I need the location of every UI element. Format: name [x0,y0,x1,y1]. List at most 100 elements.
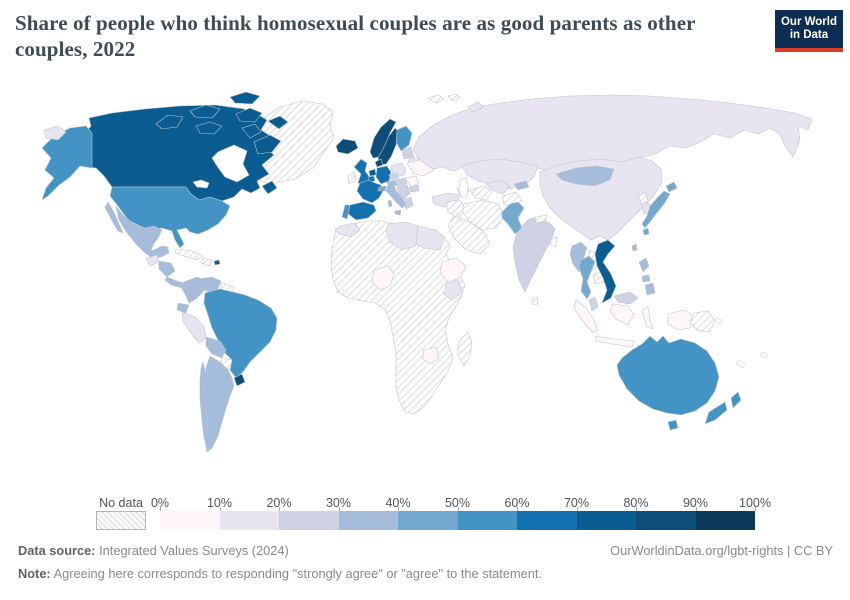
country-nepal[interactable] [534,214,548,224]
country-australia-tasmania[interactable] [667,419,679,431]
country-usa[interactable] [109,186,231,249]
country-guatemala[interactable] [145,254,160,267]
country-kenya[interactable] [443,279,463,301]
country-japan-hokkaido[interactable] [665,181,678,193]
country-russia-chukotka[interactable] [43,125,67,141]
country-mongolia[interactable] [555,165,615,187]
country-indonesia-papua[interactable] [667,309,695,331]
country-ecuador[interactable] [176,302,190,314]
country-bangladesh[interactable] [549,236,558,248]
country-svalbard-east[interactable] [447,93,461,102]
country-czechia[interactable] [388,172,400,181]
country-italy-sicily[interactable] [394,209,402,216]
country-canada-island[interactable] [189,104,221,119]
country-brazil[interactable] [203,288,278,379]
country-cuba[interactable] [174,248,203,261]
country-nigeria[interactable] [371,265,395,291]
country-japan[interactable] [641,190,671,229]
country-pakistan[interactable] [501,201,525,235]
country-netherlands[interactable] [368,168,377,177]
credit-link[interactable]: OurWorldinData.org/lgbt-rights | CC BY [610,543,833,558]
country-iran[interactable] [461,199,505,231]
country-spain[interactable] [346,201,377,221]
country-denmark[interactable] [374,158,384,168]
country-iraq-syria[interactable] [445,199,467,219]
legend-segment-0[interactable] [160,511,220,530]
country-canada-island[interactable] [229,91,261,105]
country-canada-island[interactable] [155,114,184,130]
country-indonesia-sumatra[interactable] [573,299,599,333]
country-turkmenistan[interactable] [469,185,493,201]
country-nicaragua[interactable] [158,260,176,278]
country-italy-sardinia[interactable] [387,199,393,208]
country-canada-newfoundland[interactable] [261,180,278,195]
country-canada-island[interactable] [241,123,262,139]
country-hungary[interactable] [394,177,408,187]
country-indonesia-java[interactable] [594,335,635,348]
country-philippines-mindanao[interactable] [644,282,656,296]
country-saudi-arabia[interactable] [447,215,491,255]
country-canada-island[interactable] [267,115,289,130]
country-new-zealand-north[interactable] [730,391,742,409]
legend-segment-3[interactable] [338,511,398,530]
country-uruguay[interactable] [233,373,246,387]
country-malaysia[interactable] [588,296,599,312]
country-egypt[interactable] [415,225,445,251]
legend-segment-4[interactable] [398,511,458,530]
country-canada-island[interactable] [235,107,263,123]
country-canada-island[interactable] [253,134,282,155]
country-morocco[interactable] [334,222,361,238]
country-australia[interactable] [616,335,720,416]
country-philippines-luzon[interactable] [638,257,650,273]
legend-segment-9[interactable] [695,511,755,530]
country-bulgaria[interactable] [408,184,420,193]
country-kazakhstan[interactable] [461,158,539,190]
country-indonesia-sulawesi[interactable] [641,306,654,330]
country-hispaniola[interactable] [200,257,213,267]
country-kyrgyzstan[interactable] [513,180,530,191]
country-norway[interactable] [369,118,397,159]
country-italy[interactable] [385,184,407,209]
country-africa-base[interactable] [330,220,466,415]
country-taiwan[interactable] [631,243,638,252]
country-mexico-baja[interactable] [104,201,124,234]
country-iceland[interactable] [335,138,359,155]
country-madagascar[interactable] [457,331,473,367]
country-germany[interactable] [375,165,392,185]
owid-logo[interactable]: Our World in Data [775,10,843,52]
country-philippines-visayas[interactable] [641,274,651,283]
country-mexico[interactable] [115,205,170,259]
country-vietnam[interactable] [594,239,617,304]
country-japan-kyushu[interactable] [642,227,650,236]
legend-segment-7[interactable] [576,511,636,530]
legend-segment-8[interactable] [636,511,696,530]
country-new-zealand-south[interactable] [704,401,728,425]
country-sri-lanka[interactable] [531,296,539,306]
country-serbia[interactable] [396,184,411,200]
country-indonesia-borneo[interactable] [609,303,635,326]
legend-segment-6[interactable] [517,511,577,530]
country-india[interactable] [512,216,556,293]
country-malaysia-borneo[interactable] [613,291,639,305]
country-libya[interactable] [385,221,419,251]
country-portugal[interactable] [341,204,351,220]
country-canada-island[interactable] [195,121,223,135]
country-puerto-rico[interactable] [213,259,221,266]
country-russia-novaya-zemlya[interactable] [467,101,484,113]
country-argentina[interactable] [203,355,235,453]
country-romania[interactable] [404,175,420,188]
country-north-korea[interactable] [637,192,649,205]
country-finland[interactable] [395,125,413,152]
country-poland[interactable] [390,162,407,177]
country-thailand[interactable] [578,255,596,300]
country-peru[interactable] [181,311,207,344]
country-papua-new-guinea[interactable] [689,310,716,333]
country-uzbekistan[interactable] [485,179,511,195]
country-france[interactable] [356,179,384,204]
country-ireland[interactable] [347,171,357,185]
country-baltics[interactable] [401,146,415,160]
legend-segment-5[interactable] [457,511,517,530]
legend-segment-2[interactable] [279,511,339,530]
legend-segment-1[interactable] [219,511,279,530]
legend-no-data-swatch[interactable] [96,511,146,530]
